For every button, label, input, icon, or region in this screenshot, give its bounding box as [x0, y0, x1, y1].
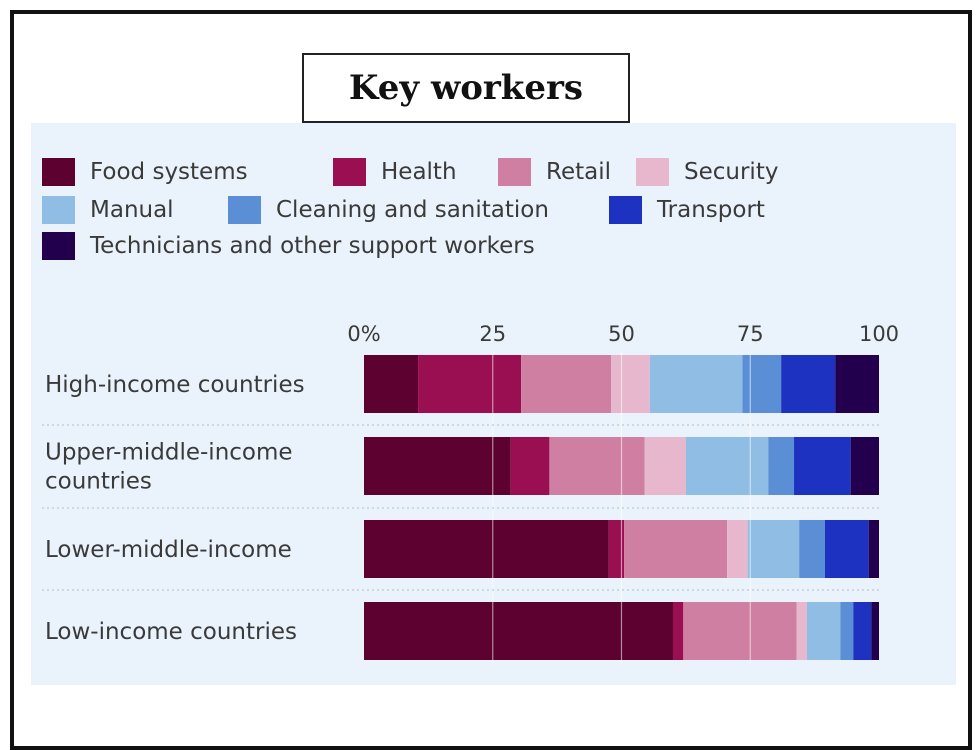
- legend-swatch: [42, 158, 75, 186]
- tick-label: 0%: [347, 322, 380, 346]
- gridlines: [42, 352, 879, 663]
- bar-segment: [364, 602, 673, 660]
- bar-segment: [644, 437, 686, 495]
- legend-swatch: [636, 158, 669, 186]
- category-label: Upper-middle-income: [45, 440, 293, 466]
- legend-label: Manual: [90, 197, 174, 223]
- legend-label: Transport: [656, 197, 765, 223]
- bar-segment: [868, 520, 879, 578]
- chart-title: Key workers: [348, 68, 584, 108]
- bar-segment: [364, 355, 419, 413]
- bar-segment: [521, 355, 612, 413]
- bar-segment: [840, 602, 854, 660]
- bar-segment: [794, 437, 851, 495]
- bar-segment: [871, 602, 879, 660]
- bar-segment: [685, 437, 769, 495]
- legend-label: Cleaning and sanitation: [276, 197, 549, 223]
- legend-swatch: [228, 196, 261, 224]
- bar-segment: [742, 355, 782, 413]
- bar-segment: [673, 602, 684, 660]
- bar-segment: [624, 520, 728, 578]
- stacked-bar-chart: Food systems Health Retail Security Manual Cl…: [42, 158, 899, 663]
- category-labels: High-income countries Upper-middle-income…: [45, 372, 305, 645]
- legend-swatch: [333, 158, 366, 186]
- tick-label: 50: [608, 322, 635, 346]
- legend-swatch: [42, 196, 75, 224]
- bar-segment: [549, 437, 645, 495]
- category-label: Low-income countries: [45, 619, 297, 645]
- bar-segment: [853, 602, 872, 660]
- legend-label: Health: [381, 159, 457, 185]
- bar-segment: [649, 355, 743, 413]
- bar-segment: [683, 602, 797, 660]
- category-label: countries: [45, 469, 152, 495]
- category-label: Lower-middle-income: [45, 537, 292, 563]
- legend-label: Security: [684, 159, 778, 185]
- bar-segment: [850, 437, 879, 495]
- chart-title-box: Key workers: [302, 53, 630, 123]
- legend: Food systems Health Retail Security Manual Cl…: [42, 158, 778, 260]
- bar-segment: [364, 520, 609, 578]
- bar-segment: [768, 437, 795, 495]
- bar-segment: [806, 602, 841, 660]
- bar-segment: [824, 520, 869, 578]
- bar-segment: [799, 520, 825, 578]
- tick-label: 75: [737, 322, 764, 346]
- bar-segment: [611, 355, 650, 413]
- bar-segment: [835, 355, 879, 413]
- legend-swatch: [498, 158, 531, 186]
- bar-segment: [796, 602, 807, 660]
- bar-segment: [781, 355, 836, 413]
- legend-label: Retail: [546, 159, 611, 185]
- bar-segment: [727, 520, 748, 578]
- legend-label: Technicians and other support workers: [89, 233, 535, 259]
- legend-label: Food systems: [90, 159, 248, 185]
- category-label: High-income countries: [45, 372, 305, 398]
- tick-label: 25: [479, 322, 506, 346]
- legend-swatch: [42, 232, 75, 260]
- bar-segment: [510, 437, 550, 495]
- bar-segment: [747, 520, 800, 578]
- legend-swatch: [609, 196, 642, 224]
- bar-segment: [364, 437, 511, 495]
- bar-segment: [608, 520, 625, 578]
- x-axis-ticks: 0% 25 50 75 100: [347, 322, 899, 346]
- bar-segment: [418, 355, 522, 413]
- tick-label: 100: [859, 322, 899, 346]
